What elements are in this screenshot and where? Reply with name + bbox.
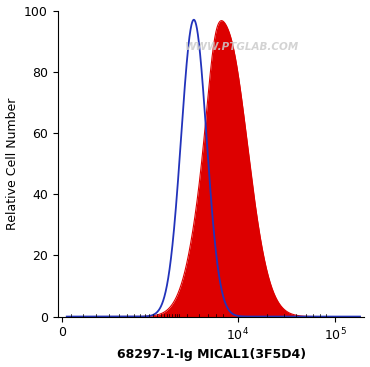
X-axis label: 68297-1-Ig MICAL1(3F5D4): 68297-1-Ig MICAL1(3F5D4) bbox=[117, 348, 306, 361]
Y-axis label: Relative Cell Number: Relative Cell Number bbox=[6, 97, 18, 230]
Text: WWW.PTGLAB.COM: WWW.PTGLAB.COM bbox=[185, 42, 299, 52]
